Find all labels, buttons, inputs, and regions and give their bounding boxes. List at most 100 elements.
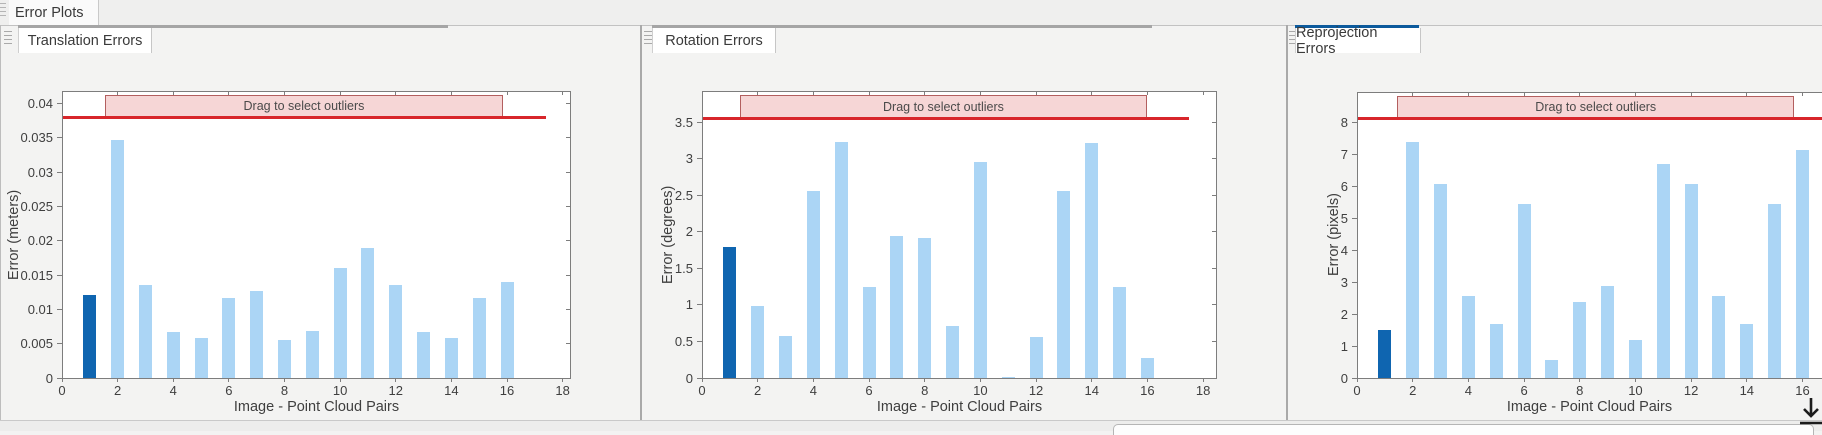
- bar[interactable]: [807, 191, 820, 378]
- bar[interactable]: [723, 247, 736, 378]
- y-tick-right: [1212, 122, 1217, 123]
- y-tick: [57, 103, 62, 104]
- bar[interactable]: [334, 268, 347, 378]
- x-tick-label: 10: [315, 383, 365, 398]
- bar[interactable]: [1378, 330, 1391, 378]
- tab-translation-errors[interactable]: Translation Errors: [18, 28, 152, 53]
- x-tick-top: [173, 91, 174, 95]
- y-tick-right: [566, 343, 571, 344]
- bar[interactable]: [1712, 296, 1725, 378]
- bar[interactable]: [1657, 164, 1670, 378]
- bar[interactable]: [751, 306, 764, 378]
- x-tick-top: [1746, 92, 1747, 96]
- dock-grip-icon[interactable]: [0, 3, 6, 19]
- bar[interactable]: [501, 282, 514, 378]
- bar[interactable]: [1768, 204, 1781, 378]
- x-tick-top: [395, 91, 396, 95]
- bar[interactable]: [250, 291, 263, 378]
- tab-reprojection-errors[interactable]: Reprojection Errors: [1295, 28, 1421, 53]
- x-tick-label: 6: [844, 383, 894, 398]
- x-tick-label: 2: [733, 383, 783, 398]
- tab-label: Reprojection Errors: [1296, 25, 1420, 57]
- bar[interactable]: [417, 332, 430, 378]
- threshold-line[interactable]: [62, 116, 546, 119]
- bar[interactable]: [1057, 191, 1070, 378]
- bar[interactable]: [1085, 143, 1098, 378]
- bar[interactable]: [1518, 204, 1531, 378]
- figure-tab-label: Error Plots: [15, 5, 84, 21]
- bar[interactable]: [278, 340, 291, 378]
- bar[interactable]: [1462, 296, 1475, 378]
- bar[interactable]: [1629, 340, 1642, 378]
- bar[interactable]: [779, 336, 792, 378]
- bar[interactable]: [918, 238, 931, 378]
- y-axis-spine: [702, 91, 703, 379]
- bar[interactable]: [974, 162, 987, 378]
- x-tick: [1746, 378, 1747, 382]
- y-tick: [57, 137, 62, 138]
- bar[interactable]: [389, 285, 402, 378]
- panel-divider[interactable]: [1286, 25, 1288, 430]
- bar[interactable]: [195, 338, 208, 378]
- bar[interactable]: [1434, 184, 1447, 379]
- bar[interactable]: [167, 332, 180, 378]
- outlier-band[interactable]: Drag to select outliers: [1397, 96, 1794, 118]
- x-tick-label: 8: [260, 383, 310, 398]
- outlier-band[interactable]: Drag to select outliers: [740, 95, 1148, 118]
- x-tick: [1635, 378, 1636, 382]
- y-tick: [1352, 154, 1357, 155]
- x-tick: [1524, 378, 1525, 382]
- bar[interactable]: [1740, 324, 1753, 378]
- bar[interactable]: [1406, 142, 1419, 378]
- bar[interactable]: [306, 331, 319, 378]
- x-tick: [1579, 378, 1580, 382]
- panel-grip-icon[interactable]: [644, 31, 652, 47]
- bar[interactable]: [1545, 360, 1558, 378]
- bar[interactable]: [111, 140, 124, 378]
- x-tick: [451, 378, 452, 382]
- x-tick-label: 6: [1499, 383, 1549, 398]
- bar[interactable]: [946, 326, 959, 378]
- export-icon[interactable]: [1797, 396, 1822, 428]
- bar[interactable]: [1685, 184, 1698, 379]
- y-tick: [697, 231, 702, 232]
- right-spine: [1216, 91, 1217, 379]
- y-tick-right: [566, 378, 571, 379]
- threshold-line[interactable]: [1357, 117, 1822, 120]
- bar[interactable]: [222, 298, 235, 378]
- bar[interactable]: [863, 287, 876, 378]
- panel-grip-icon[interactable]: [4, 31, 12, 47]
- bar[interactable]: [835, 142, 848, 378]
- outlier-band[interactable]: Drag to select outliers: [105, 95, 503, 117]
- bar[interactable]: [1030, 337, 1043, 378]
- bar[interactable]: [445, 338, 458, 378]
- x-tick-top: [1691, 92, 1692, 96]
- x-tick: [1412, 378, 1413, 382]
- bar[interactable]: [890, 236, 903, 378]
- x-tick-label: 18: [538, 383, 588, 398]
- x-tick: [702, 378, 703, 382]
- x-tick-label: 2: [93, 383, 143, 398]
- x-tick-label: 14: [426, 383, 476, 398]
- y-tick: [1352, 218, 1357, 219]
- bar[interactable]: [1113, 287, 1126, 378]
- bar[interactable]: [361, 248, 374, 378]
- bar[interactable]: [1141, 358, 1154, 378]
- bar[interactable]: [1601, 286, 1614, 378]
- bar[interactable]: [473, 298, 486, 378]
- bar[interactable]: [1490, 324, 1503, 378]
- bar[interactable]: [1796, 150, 1809, 378]
- top-spine: [1357, 92, 1822, 93]
- bar[interactable]: [139, 285, 152, 378]
- tab-rotation-errors[interactable]: Rotation Errors: [652, 28, 776, 53]
- y-tick: [1352, 186, 1357, 187]
- y-tick: [57, 206, 62, 207]
- bar[interactable]: [1573, 302, 1586, 378]
- x-tick-top: [1579, 92, 1580, 96]
- threshold-line[interactable]: [702, 117, 1189, 120]
- figure-tab-error-plots[interactable]: Error Plots: [9, 0, 99, 25]
- x-tick: [1691, 378, 1692, 382]
- x-tick-top: [562, 91, 563, 95]
- bar[interactable]: [83, 295, 96, 378]
